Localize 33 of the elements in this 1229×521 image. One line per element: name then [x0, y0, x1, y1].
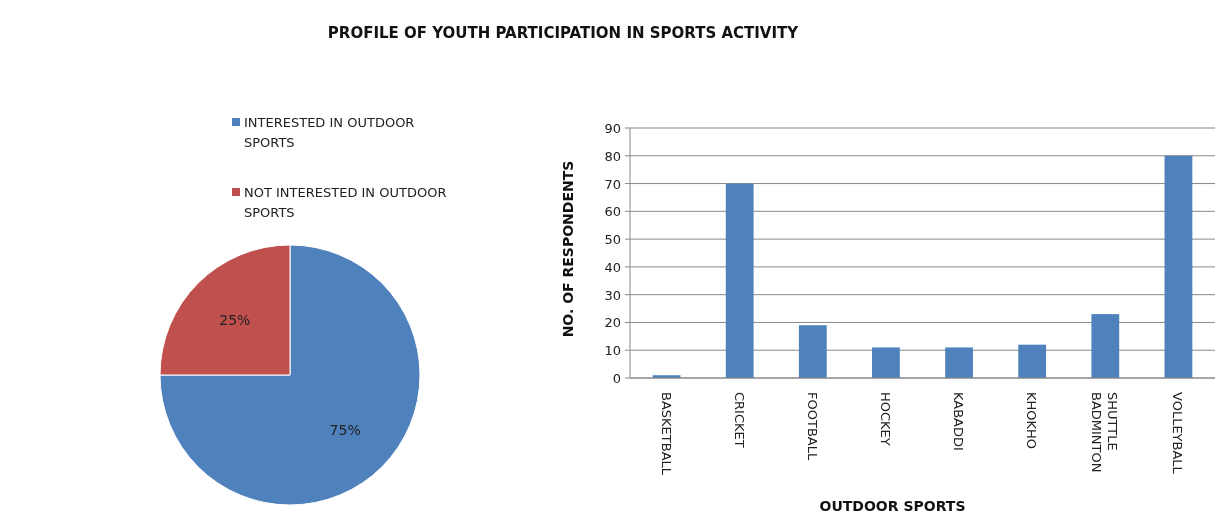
x-tick-label: CRICKET — [731, 392, 747, 448]
x-tick-label: FOOTBALL — [804, 392, 820, 461]
pie-slice — [159, 244, 421, 506]
y-tick-label: 70 — [604, 176, 621, 192]
data-label: 25% — [219, 311, 251, 328]
y-tick-label: 30 — [604, 287, 621, 303]
text: PROFILE OF YOUTH PARTICIPATION IN SPORTS ACTIVITY — [327, 24, 800, 42]
x-tick-label: SHUTTLE BADMINTON — [1089, 392, 1121, 473]
y-tick-label: 10 — [604, 343, 621, 359]
bar — [872, 347, 900, 378]
x-tick-label: KHOKHO — [1024, 392, 1040, 450]
y-tick-label: 20 — [604, 315, 621, 331]
y-axis-title: NO. OF RESPONDENTS — [560, 160, 576, 338]
x-tick-label: KABADDI — [951, 392, 967, 451]
x-tick-label: HOCKEY — [877, 392, 893, 446]
y-tick-label: 50 — [604, 232, 621, 248]
x-axis-title: OUTDOOR SPORTS — [819, 498, 966, 514]
x-tick-label: VOLLEYBALL — [1170, 392, 1186, 475]
bar — [1091, 314, 1120, 378]
y-tick-label: 0 — [612, 371, 621, 386]
y-tick-label: 80 — [604, 148, 621, 164]
legend-label: INTERESTED IN OUTDOOR SPORTS — [244, 115, 415, 150]
x-tick-label: BASKETBALL — [658, 392, 674, 476]
y-tick-label: 40 — [604, 259, 621, 275]
y-tick-label: 90 — [604, 121, 621, 136]
y-tick-label: 60 — [604, 204, 621, 220]
bar — [1018, 344, 1047, 378]
legend-label: NOT INTERESTED IN OUTDOOR SPORTS — [244, 185, 447, 220]
bar — [1164, 155, 1193, 378]
data-label: 75% — [329, 422, 361, 439]
bar — [798, 325, 827, 378]
bar — [945, 347, 973, 378]
bar — [725, 183, 754, 378]
